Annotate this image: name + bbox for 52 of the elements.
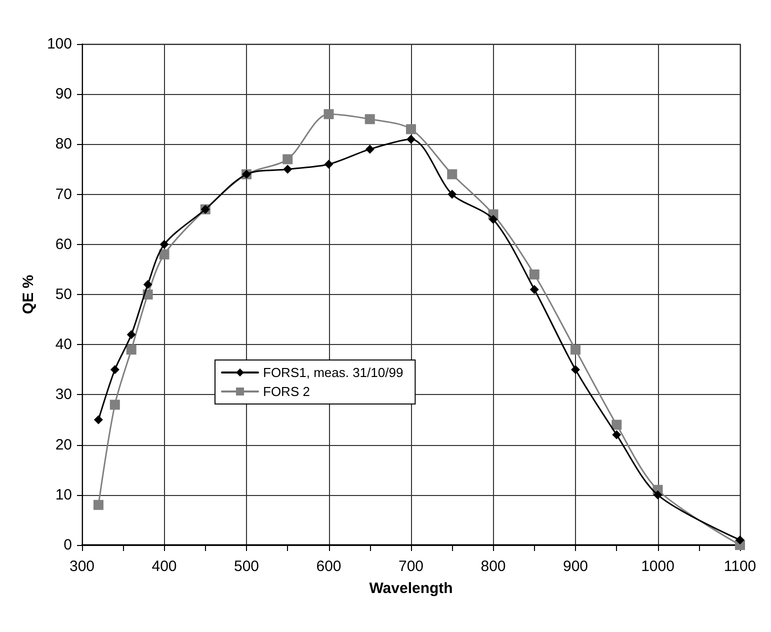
point	[283, 164, 292, 174]
point	[530, 284, 539, 294]
y-tick-label: 60	[55, 236, 72, 253]
x-axis-title: Wavelength	[369, 580, 453, 597]
x-tick-label: 300	[69, 558, 95, 575]
x-tick-label: 1000	[641, 558, 674, 575]
point	[365, 144, 374, 154]
y-tick-label: 0	[64, 536, 72, 554]
point	[143, 280, 152, 289]
y-axis-title: QE %	[20, 274, 38, 314]
point	[612, 430, 622, 440]
point	[488, 214, 498, 224]
point	[736, 535, 744, 544]
y-tick-label: 20	[55, 436, 72, 454]
point	[406, 124, 416, 134]
point	[126, 330, 136, 340]
x-tick-label: 600	[316, 558, 342, 575]
point	[126, 344, 136, 355]
point	[94, 415, 103, 424]
y-tick-label: 90	[55, 86, 72, 103]
point	[612, 420, 622, 430]
point	[571, 365, 580, 374]
x-tick-label: 900	[562, 558, 588, 575]
point	[160, 240, 169, 249]
point	[324, 160, 334, 169]
x-tick-label: 400	[152, 558, 177, 575]
point	[448, 190, 457, 199]
point	[570, 344, 580, 355]
point	[159, 249, 170, 260]
point	[110, 400, 120, 410]
y-tick-label: 10	[55, 486, 72, 504]
point	[364, 114, 375, 124]
legend-label: FORS 2	[263, 384, 310, 399]
point	[406, 134, 416, 144]
point	[529, 269, 540, 280]
point	[282, 154, 293, 164]
y-tick-label: 40	[55, 336, 72, 354]
y-tick-label: 80	[55, 136, 72, 153]
y-tick-label: 30	[55, 386, 72, 404]
y-tick-label: 100	[46, 36, 72, 52]
point	[93, 500, 104, 510]
x-tick-label: 1100	[724, 558, 756, 575]
point	[324, 109, 334, 120]
x-tick-label: 700	[398, 558, 424, 575]
x-tick-label: 800	[480, 558, 506, 575]
x-tick-label: 500	[234, 558, 260, 575]
y-tick-label: 50	[55, 286, 72, 303]
point	[447, 169, 458, 180]
point	[653, 490, 662, 500]
legend-label: FORS1, meas. 31/10/99	[263, 365, 404, 380]
y-tick-label: 70	[55, 186, 72, 203]
point	[110, 365, 120, 374]
